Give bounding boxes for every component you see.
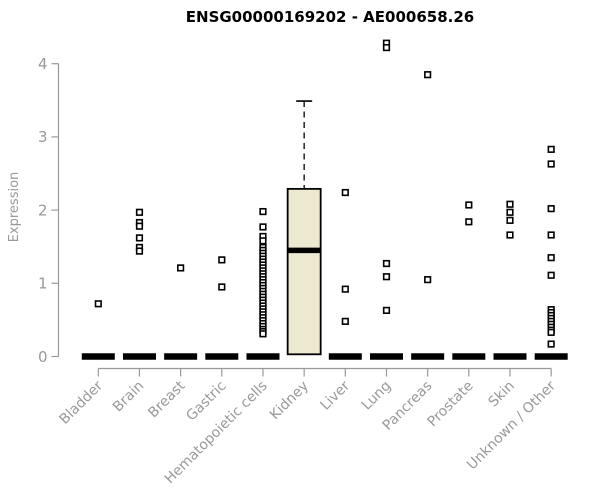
data-point-unknown-other bbox=[547, 254, 555, 262]
data-point-unknown-other bbox=[547, 160, 555, 168]
data-point-unknown-other bbox=[547, 231, 555, 239]
data-point-lung bbox=[382, 306, 391, 314]
collapsed-box-pancreas bbox=[411, 353, 445, 360]
data-point-liver bbox=[341, 317, 349, 325]
data-point-skin bbox=[506, 216, 514, 224]
collapsed-box-lung bbox=[369, 353, 403, 360]
y-tick-label-2: 2 bbox=[38, 201, 48, 219]
box-kidney bbox=[286, 187, 322, 356]
data-point-unknown-other bbox=[547, 271, 555, 279]
x-tick-label-kidney: Kidney bbox=[267, 378, 312, 423]
x-tick-label-bladder: Bladder bbox=[56, 378, 106, 428]
y-tick-label-0: 0 bbox=[38, 348, 48, 366]
data-point-prostate bbox=[465, 218, 473, 226]
data-point-brain bbox=[135, 208, 144, 216]
data-point-breast bbox=[177, 264, 185, 272]
data-point-liver bbox=[341, 285, 349, 293]
data-point-hematopoietic-cells bbox=[259, 237, 267, 245]
data-point-brain bbox=[135, 222, 144, 230]
x-tick-label-breast: Breast bbox=[145, 378, 189, 422]
collapsed-box-hematopoietic-cells bbox=[246, 353, 280, 360]
data-point-skin bbox=[506, 231, 514, 239]
data-point-lung bbox=[382, 259, 391, 268]
y-tick-label-3: 3 bbox=[38, 128, 48, 146]
x-tick-label-skin: Skin bbox=[485, 378, 517, 410]
collapsed-box-gastric bbox=[205, 353, 239, 360]
data-point-gastric bbox=[218, 256, 226, 264]
data-point-prostate bbox=[465, 201, 473, 209]
data-point-hematopoietic-cells bbox=[259, 330, 267, 338]
collapsed-box-skin bbox=[493, 353, 527, 360]
collapsed-box-prostate bbox=[452, 353, 486, 360]
y-tick-label-4: 4 bbox=[38, 55, 48, 73]
data-point-hematopoietic-cells bbox=[259, 223, 267, 231]
data-point-gastric bbox=[218, 283, 226, 291]
collapsed-box-liver bbox=[328, 353, 362, 360]
collapsed-box-bladder bbox=[81, 353, 115, 360]
x-tick-label-brain: Brain bbox=[110, 378, 147, 415]
x-tick-label-liver: Liver bbox=[318, 378, 354, 414]
data-point-pancreas bbox=[424, 71, 432, 79]
x-tick-label-lung: Lung bbox=[359, 378, 394, 413]
collapsed-box-brain bbox=[122, 353, 156, 360]
data-point-lung bbox=[382, 43, 391, 52]
y-tick-label-1: 1 bbox=[38, 275, 48, 293]
data-point-skin bbox=[506, 208, 514, 216]
data-point-liver bbox=[341, 188, 349, 197]
x-tick-label-prostate: Prostate bbox=[425, 378, 477, 430]
data-point-unknown-other bbox=[547, 205, 555, 213]
data-point-brain bbox=[135, 234, 144, 242]
data-point-lung bbox=[382, 273, 391, 281]
collapsed-box-breast bbox=[164, 353, 198, 360]
data-point-unknown-other bbox=[547, 145, 555, 153]
data-point-brain bbox=[135, 247, 144, 255]
data-point-unknown-other bbox=[547, 340, 555, 348]
data-point-bladder bbox=[94, 300, 102, 308]
data-point-hematopoietic-cells bbox=[259, 207, 267, 216]
y-axis-label: Expression bbox=[7, 171, 22, 243]
chart-title: ENSG00000169202 - AE000658.26 bbox=[185, 8, 475, 26]
data-point-unknown-other bbox=[547, 328, 555, 336]
data-point-pancreas bbox=[424, 276, 432, 284]
collapsed-box-unknown-other bbox=[534, 353, 568, 360]
data-point-skin bbox=[506, 200, 514, 208]
